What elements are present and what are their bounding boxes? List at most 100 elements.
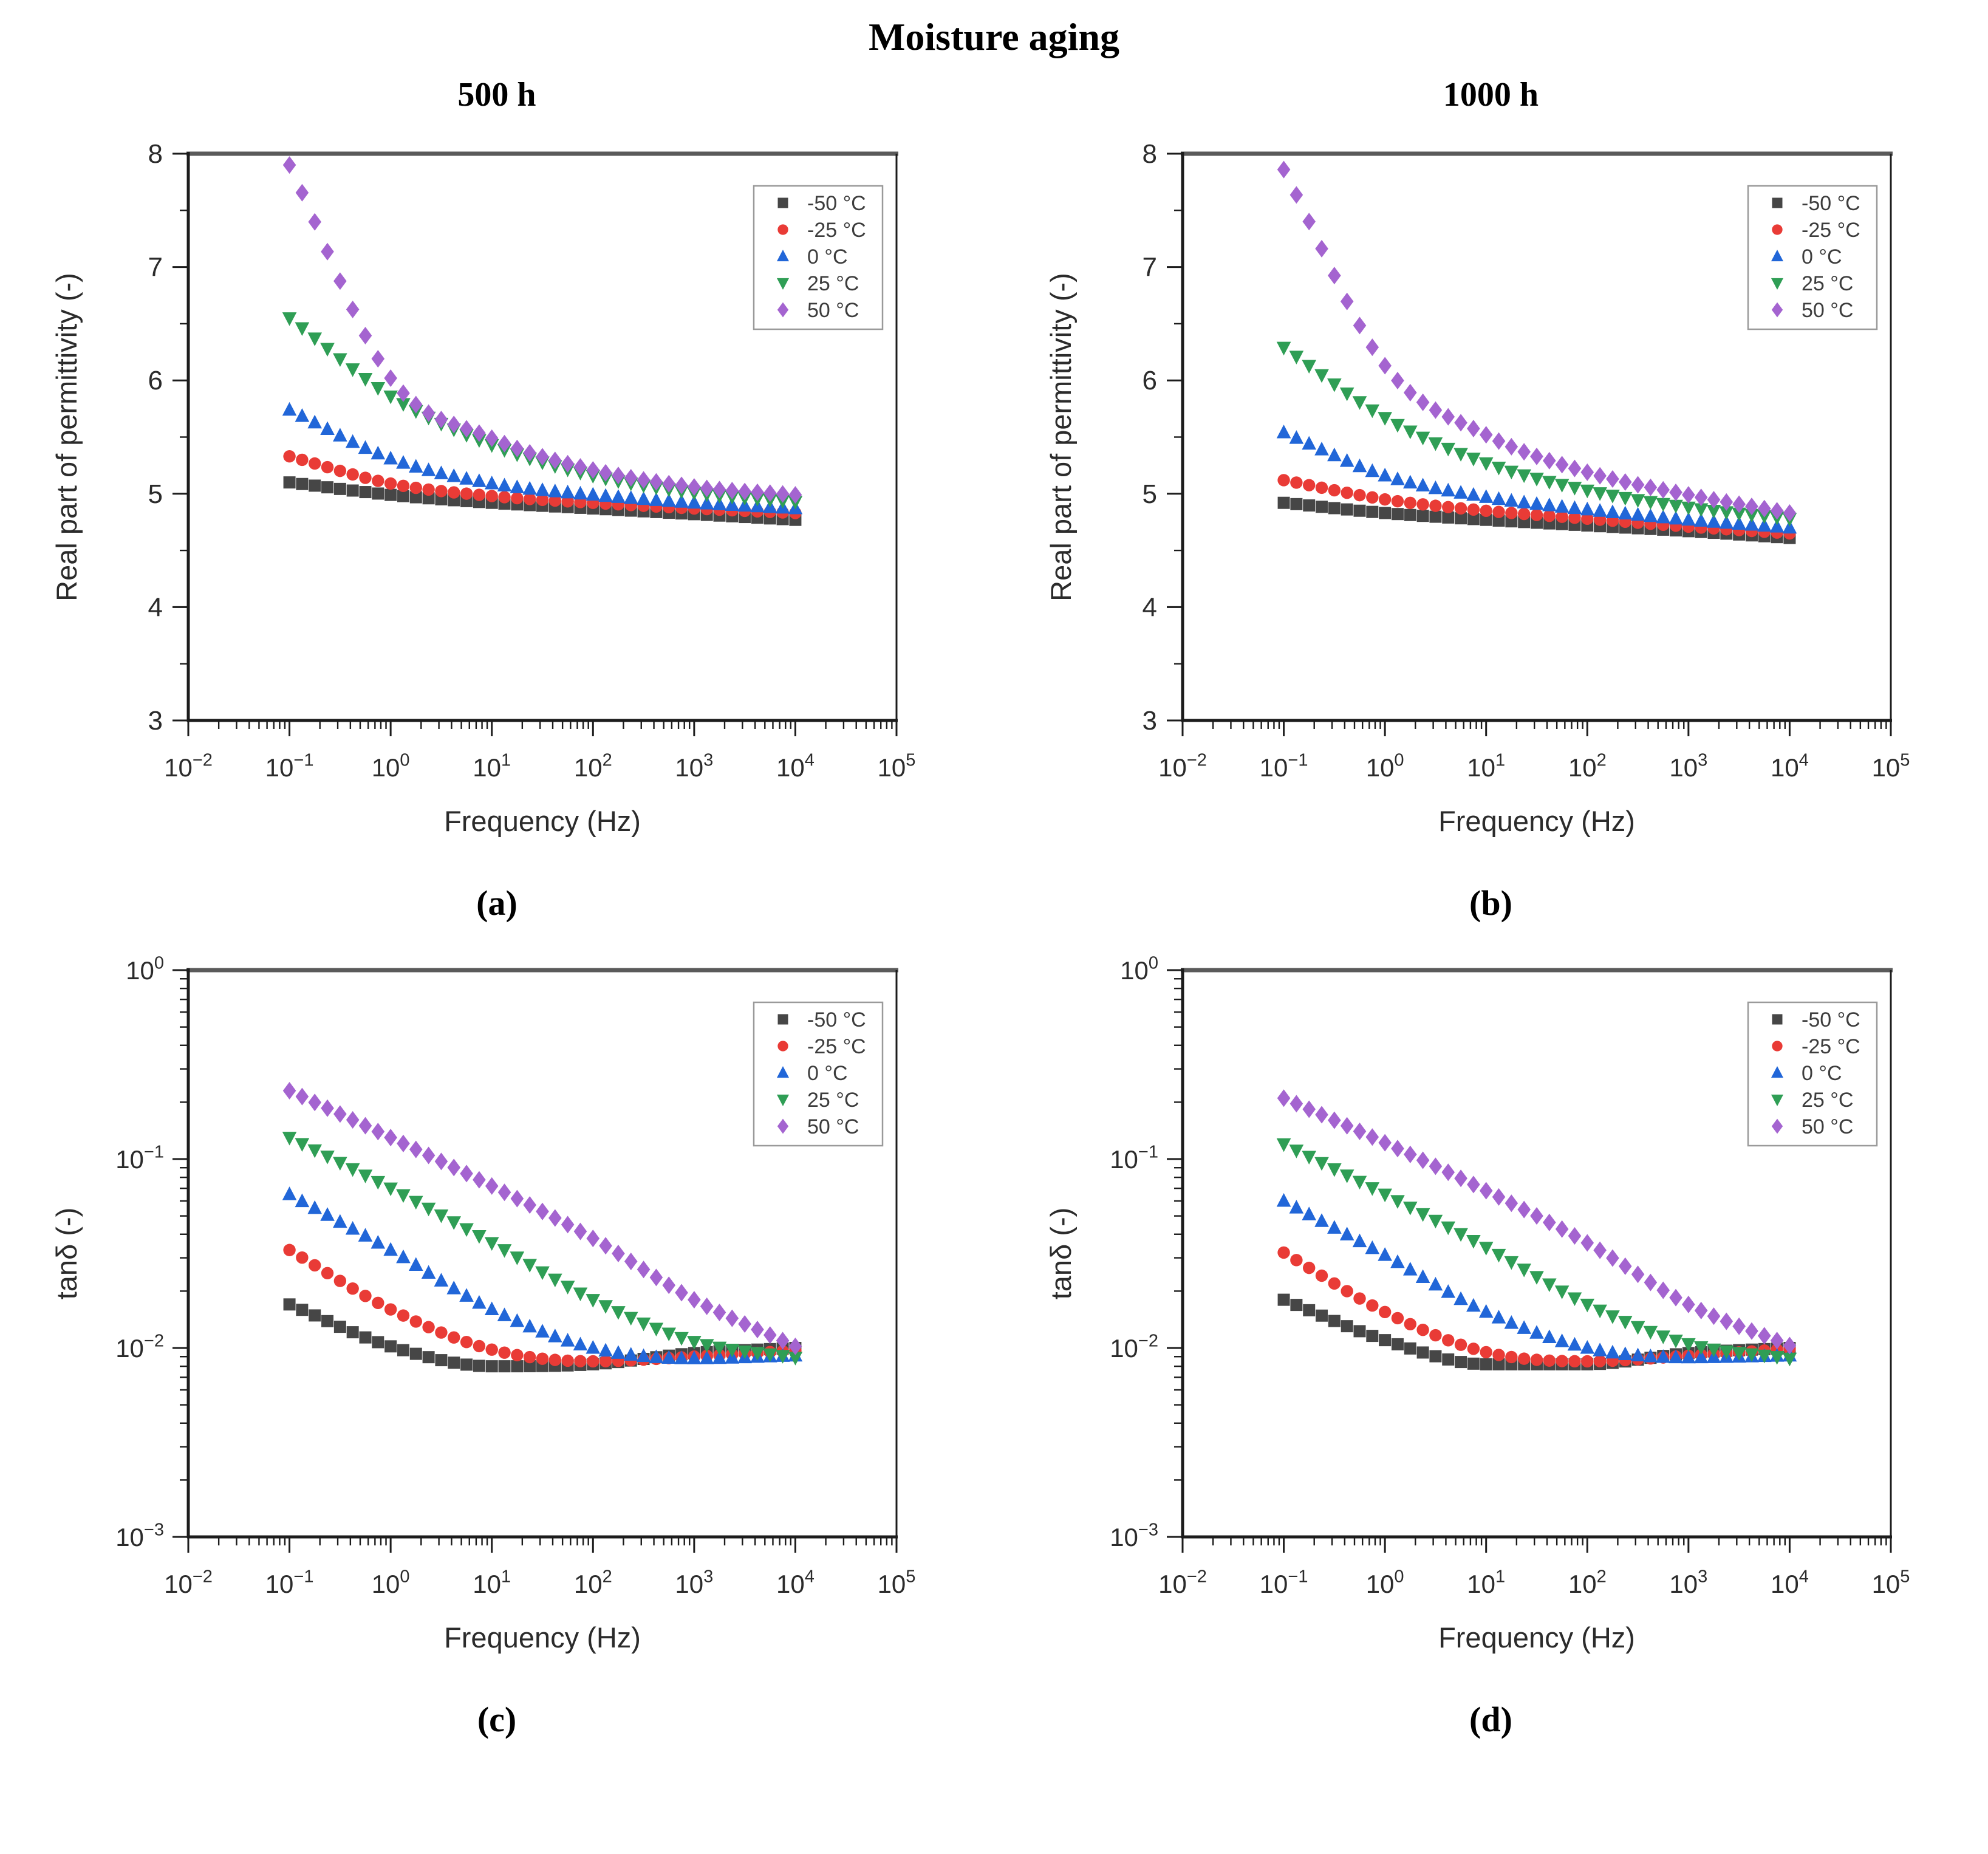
legend-label: -50 °C <box>1802 192 1860 215</box>
y-axis-ticks: 100 10−1 10−2 10−3 <box>115 953 188 1551</box>
y-axis-title: tanδ (-) <box>1045 1208 1077 1300</box>
panel-c-caption: (c) <box>477 1700 517 1739</box>
x-axis-title: Frequency (Hz) <box>1438 805 1635 837</box>
svg-text:7: 7 <box>148 253 163 282</box>
legend-label: 0 °C <box>807 245 848 269</box>
svg-text:100: 100 <box>372 1567 410 1598</box>
figure: Moisture aging 500 h 1000 h 10−2 10−1 100 1… <box>0 15 1988 1745</box>
legend-label: -50 °C <box>807 1008 866 1031</box>
y-axis-title: Real part of permittivity (-) <box>1045 273 1077 601</box>
svg-text:103: 103 <box>675 1567 713 1598</box>
svg-text:10−3: 10−3 <box>115 1520 164 1551</box>
x-axis-title: Frequency (Hz) <box>1438 1621 1635 1654</box>
legend-label: 25 °C <box>807 1089 859 1112</box>
panel-c: 10−2 10−1 100 101 102 103 104 105 Frequency (Hz)… <box>0 949 994 1745</box>
svg-text:104: 104 <box>1770 750 1808 782</box>
series-50°C <box>282 1082 802 1355</box>
legend: -50 °C -25 °C 0 °C 25 °C 50 °C <box>1747 185 1877 330</box>
series-25°C <box>1276 341 1797 527</box>
svg-text:10−1: 10−1 <box>265 1567 314 1598</box>
svg-text:100: 100 <box>1365 750 1404 782</box>
svg-text:7: 7 <box>1142 253 1156 282</box>
legend-label: -50 °C <box>807 192 866 215</box>
x-axis-ticks: 10−2 10−1 100 101 102 103 104 105 <box>164 1537 915 1598</box>
svg-text:105: 105 <box>1871 1567 1910 1598</box>
svg-text:5: 5 <box>148 479 163 509</box>
svg-text:10−2: 10−2 <box>115 1331 164 1363</box>
svg-text:6: 6 <box>148 366 163 395</box>
legend-label: 50 °C <box>1802 299 1853 322</box>
legend-label: 25 °C <box>1802 272 1853 295</box>
svg-text:3: 3 <box>148 706 163 736</box>
x-axis-ticks: 10−2 10−1 100 101 102 103 104 105 <box>164 720 915 782</box>
svg-text:104: 104 <box>776 750 815 782</box>
svg-text:104: 104 <box>776 1567 815 1598</box>
legend-label: 0 °C <box>1802 245 1842 269</box>
svg-text:102: 102 <box>574 1567 612 1598</box>
svg-text:105: 105 <box>878 1567 916 1598</box>
svg-text:6: 6 <box>1142 366 1156 395</box>
svg-text:10−1: 10−1 <box>1110 1142 1158 1174</box>
legend-label: 50 °C <box>1802 1115 1853 1138</box>
svg-text:10−2: 10−2 <box>1110 1331 1158 1363</box>
svg-text:10−2: 10−2 <box>1158 750 1207 782</box>
svg-text:103: 103 <box>1669 1567 1707 1598</box>
legend: -50 °C -25 °C 0 °C 25 °C 50 °C <box>1747 1001 1877 1147</box>
x-axis-title: Frequency (Hz) <box>444 805 641 837</box>
svg-text:103: 103 <box>675 750 713 782</box>
svg-text:10−1: 10−1 <box>1259 1567 1308 1598</box>
legend-label: 50 °C <box>807 1115 859 1138</box>
legend-label: 25 °C <box>807 272 859 295</box>
svg-text:10−2: 10−2 <box>1158 1567 1207 1598</box>
panel-a-caption: (a) <box>476 883 517 923</box>
svg-text:8: 8 <box>148 139 163 169</box>
column-header-1000h: 1000 h <box>1443 76 1539 114</box>
legend-label: 0 °C <box>807 1062 848 1085</box>
legend-label: -25 °C <box>1802 1035 1860 1058</box>
legend-label: -50 °C <box>1802 1008 1860 1031</box>
panel-a: 10−2 10−1 100 101 102 103 104 105 Frequency (Hz)… <box>0 132 994 928</box>
panel-b-caption: (b) <box>1469 883 1512 923</box>
svg-text:100: 100 <box>126 953 164 985</box>
svg-text:101: 101 <box>473 750 511 782</box>
chart-c-tandelta-500h: 10−2 10−1 100 101 102 103 104 105 Frequency (Hz)… <box>23 949 971 1675</box>
y-axis-ticks: 3 4 5 6 7 8 <box>148 139 188 736</box>
x-axis-ticks: 10−2 10−1 100 101 102 103 104 105 <box>1158 1537 1910 1598</box>
series-25°C <box>282 1132 803 1366</box>
series-0°C <box>282 1186 803 1364</box>
y-axis-title: tanδ (-) <box>50 1208 83 1300</box>
svg-text:4: 4 <box>1142 592 1156 622</box>
x-axis-ticks: 10−2 10−1 100 101 102 103 104 105 <box>1158 720 1910 782</box>
svg-text:100: 100 <box>1120 953 1158 985</box>
svg-text:102: 102 <box>574 750 612 782</box>
panel-d: 10−2 10−1 100 101 102 103 104 105 Frequency (Hz)… <box>994 949 1988 1745</box>
svg-text:10−2: 10−2 <box>164 750 213 782</box>
figure-title: Moisture aging <box>868 15 1120 58</box>
series-25°C <box>1276 1138 1797 1367</box>
legend-label: 25 °C <box>1802 1089 1853 1112</box>
series-50°C <box>1277 1089 1796 1355</box>
series-0°C <box>1276 425 1797 534</box>
legend: -50 °C -25 °C 0 °C 25 °C 50 °C <box>753 1001 884 1147</box>
svg-text:103: 103 <box>1669 750 1707 782</box>
legend-label: 50 °C <box>807 299 859 322</box>
y-axis-title: Real part of permittivity (-) <box>50 273 83 601</box>
svg-text:101: 101 <box>1467 750 1505 782</box>
column-header-500h: 500 h <box>457 76 536 114</box>
chart-b-permittivity-1000h: 10−2 10−1 100 101 102 103 104 105 Frequency (Hz)… <box>1017 132 1965 858</box>
column-headers: 500 h 1000 h <box>0 75 1988 114</box>
svg-text:10−1: 10−1 <box>1259 750 1308 782</box>
panel-b: 10−2 10−1 100 101 102 103 104 105 Frequency (Hz)… <box>994 132 1988 928</box>
legend-label: -25 °C <box>807 1035 866 1058</box>
svg-text:10−2: 10−2 <box>164 1567 213 1598</box>
svg-text:3: 3 <box>1142 706 1156 736</box>
svg-text:102: 102 <box>1568 750 1606 782</box>
svg-text:10−3: 10−3 <box>1110 1520 1158 1551</box>
chart-d-tandelta-1000h: 10−2 10−1 100 101 102 103 104 105 Frequency (Hz)… <box>1017 949 1965 1675</box>
svg-text:101: 101 <box>473 1567 511 1598</box>
svg-text:4: 4 <box>148 592 163 622</box>
svg-text:105: 105 <box>1871 750 1910 782</box>
svg-text:100: 100 <box>372 750 410 782</box>
legend-label: -25 °C <box>807 219 866 242</box>
svg-text:102: 102 <box>1568 1567 1606 1598</box>
